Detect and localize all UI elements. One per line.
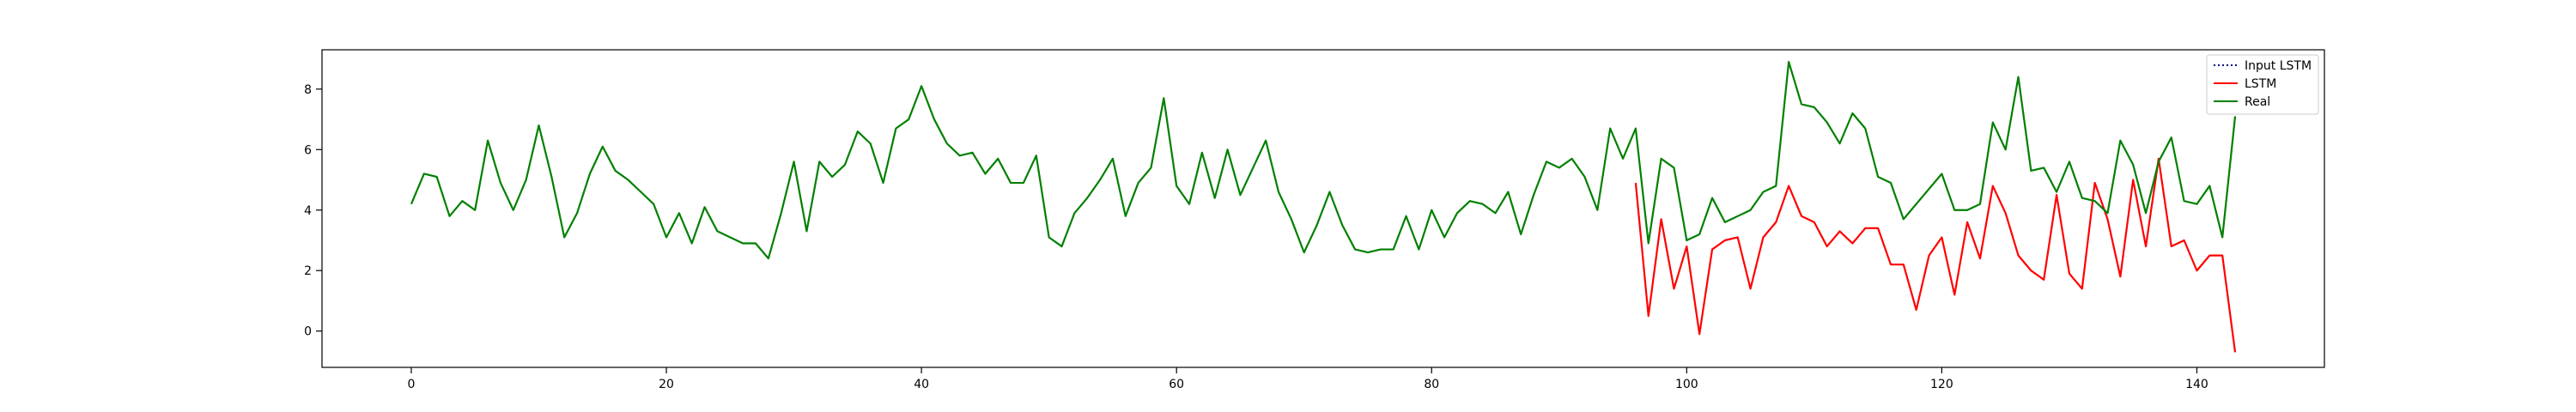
legend: Input LSTM LSTM Real [2206,54,2319,115]
x-tick-label: 40 [914,378,929,391]
axes-layer: 0 20 40 60 80 100 120 140 0 2 4 6 8 [304,49,2325,391]
x-tick-label: 20 [659,378,674,391]
x-tick-label: 80 [1424,378,1439,391]
x-tick-label: 120 [1930,378,1953,391]
plot-frame [321,49,2325,368]
series-line-real [410,60,2237,260]
series-line-lstm [1634,157,2237,353]
legend-label: LSTM [2245,77,2276,91]
x-tick-label: 140 [2185,378,2208,391]
legend-box [2206,54,2319,115]
y-tick-label: 4 [304,204,312,218]
x-tick-label: 100 [1675,378,1698,391]
y-tick-label: 6 [304,143,312,157]
x-tick-label: 60 [1169,378,1184,391]
y-tick-label: 2 [304,264,312,278]
legend-label: Input LSTM [2245,59,2312,73]
y-tick-label: 8 [304,83,312,97]
legend-label: Real [2245,95,2270,109]
x-tick-label: 0 [408,378,416,391]
y-tick-label: 0 [304,325,312,339]
series-layer [410,60,2237,353]
